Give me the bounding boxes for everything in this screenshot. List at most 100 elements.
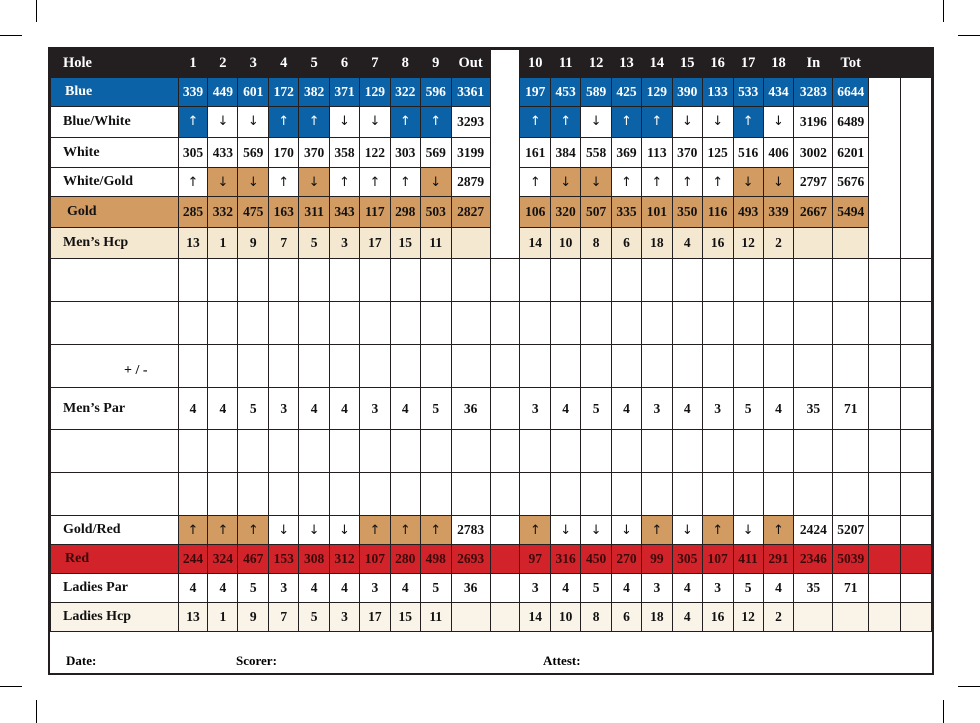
- score-cell[interactable]: [268, 301, 300, 345]
- score-cell[interactable]: [358, 429, 391, 473]
- score-cell[interactable]: [732, 429, 764, 473]
- score-cell[interactable]: [207, 301, 239, 345]
- score-cell[interactable]: [732, 301, 764, 345]
- initial-cell[interactable]: [489, 387, 521, 430]
- initial-cell[interactable]: [489, 301, 521, 345]
- score-cell[interactable]: [671, 258, 703, 302]
- score-cell[interactable]: [389, 258, 421, 302]
- net-score-cell[interactable]: [899, 429, 933, 473]
- score-cell[interactable]: [268, 258, 300, 302]
- score-cell[interactable]: [419, 472, 452, 516]
- score-cell[interactable]: [268, 344, 300, 388]
- score-cell[interactable]: [358, 344, 391, 388]
- handicap-cell[interactable]: [868, 515, 901, 545]
- score-cell[interactable]: [268, 429, 300, 473]
- handicap-cell[interactable]: [868, 344, 901, 388]
- score-cell[interactable]: [550, 429, 582, 473]
- score-cell[interactable]: [419, 344, 452, 388]
- initial-cell[interactable]: [489, 602, 521, 632]
- score-cell[interactable]: [732, 258, 764, 302]
- score-cell[interactable]: [640, 472, 673, 516]
- initial-cell[interactable]: [489, 515, 521, 545]
- score-cell[interactable]: [177, 429, 209, 473]
- score-cell[interactable]: [207, 429, 239, 473]
- score-cell[interactable]: [671, 301, 703, 345]
- score-cell[interactable]: [237, 301, 270, 345]
- handicap-cell[interactable]: [868, 472, 901, 516]
- score-cell[interactable]: [329, 258, 360, 302]
- score-cell[interactable]: [519, 472, 552, 516]
- score-cell[interactable]: [611, 429, 642, 473]
- score-cell[interactable]: [580, 301, 613, 345]
- score-cell[interactable]: [389, 472, 421, 516]
- handicap-cell[interactable]: [868, 258, 901, 302]
- score-cell[interactable]: [177, 258, 209, 302]
- score-cell[interactable]: [389, 344, 421, 388]
- score-cell[interactable]: [640, 429, 673, 473]
- score-cell[interactable]: [298, 344, 331, 388]
- score-cell[interactable]: [580, 258, 613, 302]
- score-cell[interactable]: [519, 344, 552, 388]
- score-cell[interactable]: [519, 301, 552, 345]
- net-score-cell[interactable]: [899, 258, 933, 302]
- score-cell[interactable]: [611, 472, 642, 516]
- net-score-cell[interactable]: [899, 344, 933, 388]
- handicap-cell[interactable]: [868, 301, 901, 345]
- score-cell[interactable]: [550, 472, 582, 516]
- score-cell[interactable]: [640, 301, 673, 345]
- net-score-cell[interactable]: [899, 515, 933, 545]
- score-cell[interactable]: [640, 258, 673, 302]
- initial-cell[interactable]: [489, 429, 521, 473]
- score-cell[interactable]: [762, 472, 795, 516]
- initial-cell[interactable]: [489, 258, 521, 302]
- score-cell[interactable]: [207, 344, 239, 388]
- score-cell[interactable]: [580, 472, 613, 516]
- score-cell[interactable]: [268, 472, 300, 516]
- score-cell[interactable]: [358, 258, 391, 302]
- score-cell[interactable]: [177, 472, 209, 516]
- score-cell[interactable]: [701, 258, 734, 302]
- score-cell[interactable]: [671, 429, 703, 473]
- score-cell[interactable]: [701, 472, 734, 516]
- score-cell[interactable]: [701, 429, 734, 473]
- handicap-cell[interactable]: [868, 387, 901, 430]
- score-cell[interactable]: [762, 258, 795, 302]
- score-cell[interactable]: [762, 344, 795, 388]
- score-cell[interactable]: [329, 429, 360, 473]
- score-cell[interactable]: [580, 429, 613, 473]
- handicap-cell[interactable]: [868, 544, 901, 574]
- score-cell[interactable]: [389, 301, 421, 345]
- score-cell[interactable]: [580, 344, 613, 388]
- net-score-cell[interactable]: [899, 301, 933, 345]
- score-cell[interactable]: [762, 429, 795, 473]
- score-cell[interactable]: [550, 301, 582, 345]
- score-cell[interactable]: [671, 344, 703, 388]
- score-cell[interactable]: [298, 301, 331, 345]
- score-cell[interactable]: [611, 258, 642, 302]
- score-cell[interactable]: [298, 429, 331, 473]
- net-score-cell[interactable]: [899, 602, 933, 632]
- score-cell[interactable]: [519, 258, 552, 302]
- score-cell[interactable]: [671, 472, 703, 516]
- net-score-cell[interactable]: [899, 573, 933, 603]
- net-score-cell[interactable]: [899, 544, 933, 574]
- score-cell[interactable]: [762, 301, 795, 345]
- initial-cell[interactable]: [489, 344, 521, 388]
- net-score-cell[interactable]: [899, 387, 933, 430]
- score-cell[interactable]: [550, 258, 582, 302]
- score-cell[interactable]: [298, 472, 331, 516]
- score-cell[interactable]: [419, 258, 452, 302]
- score-cell[interactable]: [237, 472, 270, 516]
- score-cell[interactable]: [519, 429, 552, 473]
- score-cell[interactable]: [701, 344, 734, 388]
- handicap-cell[interactable]: [868, 602, 901, 632]
- score-cell[interactable]: [732, 472, 764, 516]
- score-cell[interactable]: [329, 472, 360, 516]
- score-cell[interactable]: [207, 258, 239, 302]
- initial-cell[interactable]: [489, 573, 521, 603]
- score-cell[interactable]: [207, 472, 239, 516]
- score-cell[interactable]: [358, 301, 391, 345]
- initial-cell[interactable]: [489, 544, 521, 574]
- handicap-cell[interactable]: [868, 429, 901, 473]
- score-cell[interactable]: [177, 344, 209, 388]
